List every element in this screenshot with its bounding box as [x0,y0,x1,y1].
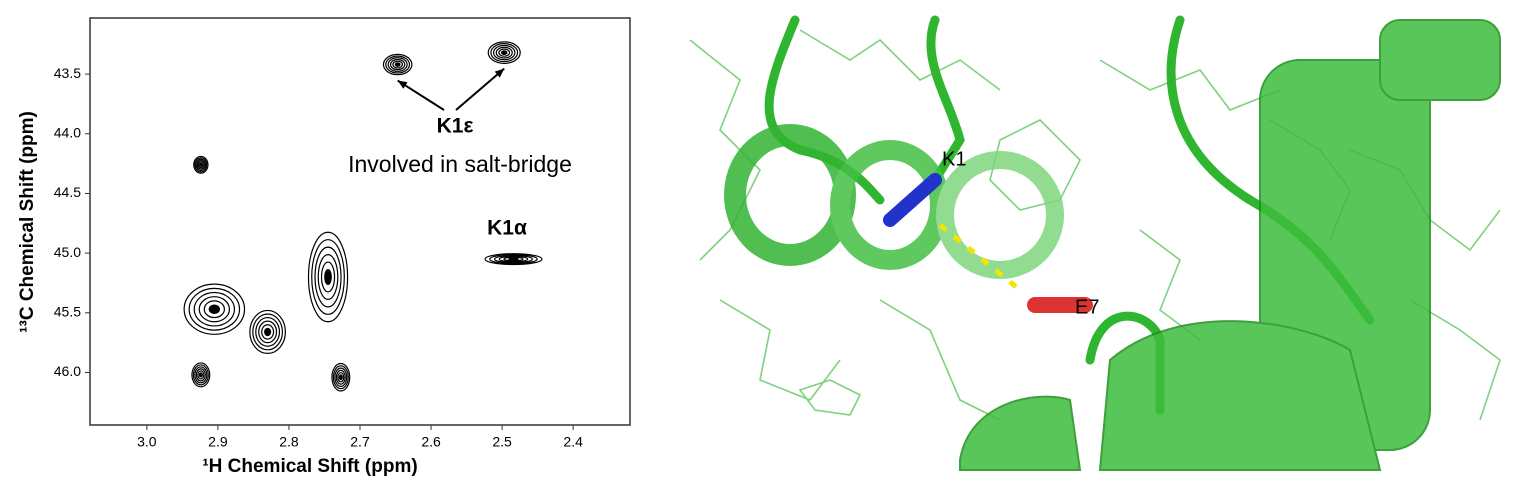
contour [188,287,241,331]
contour [394,62,401,67]
contour [197,370,205,380]
x-tick-label: 2.6 [421,434,441,450]
peak [307,231,349,323]
contour [203,300,226,319]
contour [320,261,336,293]
contour [324,268,332,286]
contour [317,254,339,300]
contour [484,253,543,266]
contour [498,255,529,263]
peak [331,362,351,392]
contour [195,368,206,382]
contour [191,362,211,388]
contour [503,256,524,262]
y-tick-label: 46.0 [54,363,81,379]
x-tick-label: 2.4 [563,434,583,450]
x-tick-label: 3.0 [137,434,157,450]
contour [382,53,413,76]
peak [191,362,211,388]
contour [194,157,208,173]
peak [249,309,286,354]
y-axis-label: ¹³C Chemical Shift (ppm) [17,111,38,333]
contour [500,50,508,56]
contour [490,43,519,63]
peak [484,253,543,266]
contour [194,366,208,384]
contour [195,158,207,171]
contour [389,58,406,71]
contour [311,239,345,315]
contour [334,367,348,388]
contour [489,254,538,265]
peak [487,41,521,64]
annotation: K1ε [437,115,474,138]
contour [183,283,246,335]
contour [198,296,231,323]
contour [307,231,349,323]
contour [261,324,275,340]
contour [387,57,408,72]
arrow-head [494,68,505,78]
contour [487,41,521,64]
contour [492,44,516,61]
contour [337,372,345,383]
helices [724,19,1501,471]
contour [208,304,220,315]
contour [495,46,513,59]
y-tick-label: 44.0 [54,124,81,140]
x-tick-label: 2.7 [350,434,370,450]
annotation: Involved in salt-bridge [348,151,572,177]
contour [508,257,519,261]
arrow-head [397,80,408,89]
x-axis-label: ¹H Chemical Shift (ppm) [202,456,417,477]
contour [255,316,281,347]
contour [192,364,209,386]
y-tick-label: 44.5 [54,184,81,200]
peak [183,283,246,335]
contour [385,55,411,74]
annotation: K1α [487,217,527,240]
contour [199,162,203,167]
contour [335,369,346,385]
contour [338,374,343,381]
contour [249,309,286,354]
contour [392,60,403,69]
plot-frame [89,17,631,426]
structure-label: K1 [942,148,966,170]
lysine-sidechain [883,173,942,227]
contour [332,365,349,390]
x-tick-label: 2.5 [492,434,512,450]
y-tick-label: 45.5 [54,304,81,320]
contour [196,160,205,170]
contour [493,254,534,264]
peak [193,155,209,174]
contour [252,313,284,351]
contour [498,48,511,57]
x-tick-label: 2.8 [279,434,299,450]
peak [382,53,413,76]
contour [193,155,209,174]
contour [193,291,236,327]
y-tick-label: 45.0 [54,244,81,260]
y-tick-label: 43.5 [54,65,81,81]
structure-label: E7 [1075,296,1099,318]
contour [198,372,203,378]
contour [258,320,278,344]
x-tick-label: 2.9 [208,434,228,450]
contour [264,327,272,337]
arrow [455,67,505,111]
contour [331,362,351,392]
contour [314,246,342,308]
contour [197,161,204,169]
protein-structure: K1 E7 [683,15,1518,475]
